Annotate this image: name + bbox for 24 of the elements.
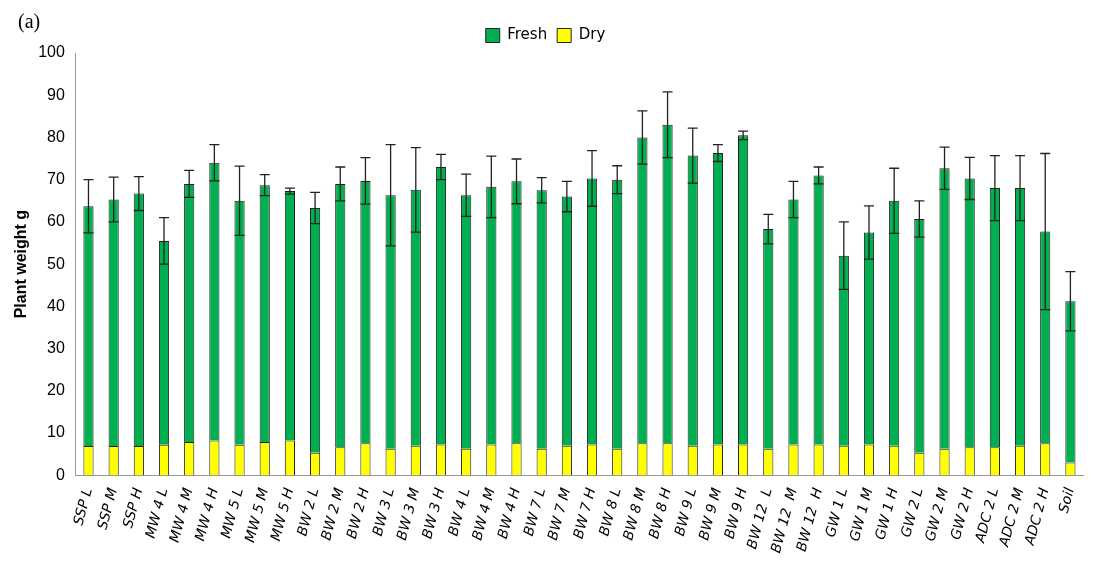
y-tick-label: 60 xyxy=(47,212,65,230)
y-tick-label: 40 xyxy=(47,296,65,314)
x-tick-label: SSP H xyxy=(119,485,146,530)
x-tick-label: SSP M xyxy=(93,485,121,531)
text: (a) xyxy=(18,10,41,33)
y-tick-label: 90 xyxy=(47,85,65,103)
x-tick-label: BW 8 H xyxy=(645,485,675,541)
x-tick-label: MW 4 H xyxy=(191,485,221,543)
y-tick-label: 50 xyxy=(47,254,65,272)
y-tick-label: 70 xyxy=(47,170,65,188)
x-tick-label: GW 1 L xyxy=(821,485,851,539)
y-tick-label: 0 xyxy=(55,465,65,483)
y-axis-title: Plant weight g xyxy=(12,209,30,319)
y-tick-label: 30 xyxy=(47,338,65,356)
x-tick-label: Soil xyxy=(1054,485,1077,515)
y-tick-label: 100 xyxy=(38,43,65,61)
y-tick-label: 20 xyxy=(47,381,65,399)
x-tick-label: BW 9 M xyxy=(695,485,725,542)
legend-label: Fresh xyxy=(507,25,548,44)
y-tick-label: 10 xyxy=(47,423,65,441)
legend-label: Dry xyxy=(578,25,606,44)
x-tick-label: BW 4 H xyxy=(494,485,524,541)
y-tick-label: 80 xyxy=(47,127,65,145)
x-tick-label: SSP L xyxy=(69,485,95,527)
